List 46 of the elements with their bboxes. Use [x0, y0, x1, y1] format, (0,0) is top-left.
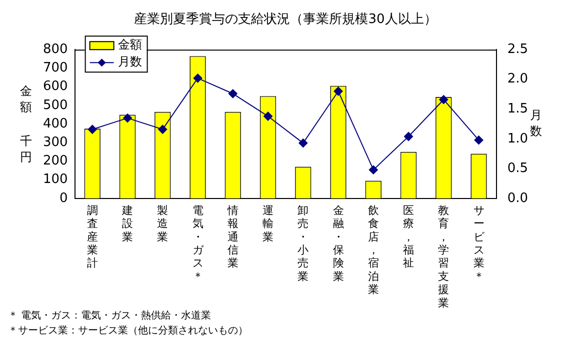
chart-title: 産業別夏季賞与の支給状況（事業所規模30人以上） [134, 11, 437, 28]
x-tick-label: 教育，学習支援業 [438, 204, 450, 310]
point [334, 86, 343, 96]
y2-tick-label: 1.5 [507, 101, 528, 116]
y-tick-label: 300 [42, 134, 68, 150]
point [264, 112, 273, 121]
y-tick-label: 400 [42, 116, 68, 132]
y2-axis-title: 月数 [530, 108, 542, 138]
y2-tick-label: 1.0 [507, 131, 528, 146]
y-tick-label: 100 [42, 172, 68, 188]
text: 金額千円 [20, 84, 32, 164]
text: ＊ 電気・ガス：電気・ガス・熱供給・水道業 [8, 310, 212, 322]
point [228, 89, 238, 98]
x-tick-label: 製造業 [157, 204, 168, 244]
point [368, 165, 378, 174]
y2-tick-label: 2.5 [507, 42, 528, 57]
x-tick-label: 医療，福祉 [403, 204, 414, 270]
point [158, 124, 168, 134]
x-tick-label: 建設業 [121, 204, 133, 244]
legend-label: 月数 [118, 54, 142, 69]
x-tick-label: 金融・保険業 [332, 204, 344, 283]
point [298, 138, 308, 148]
point [439, 95, 448, 104]
x-tick-label: 調査産業計 [86, 204, 98, 270]
x-tick-label: 情報通信業 [226, 204, 238, 270]
y-tick-label: 700 [42, 60, 68, 76]
x-tick-label: 飲食店，宿泊業 [368, 204, 379, 296]
y-tick-label: 600 [42, 79, 68, 94]
y2-tick-label: 0.0 [507, 190, 528, 206]
x-tick-label: 卸売・小売業 [298, 204, 309, 283]
y2-tick-label: 0.5 [507, 161, 528, 176]
x-tick-label: 電気・ガス＊ [192, 204, 204, 283]
y-tick-label: 0 [60, 190, 68, 206]
point [474, 136, 484, 145]
x-tick-label: サービス業＊ [473, 204, 486, 283]
point [404, 132, 414, 141]
x-tick-label: 運輸業 [262, 204, 274, 244]
point [123, 114, 132, 123]
y2-tick-label: 2.0 [507, 72, 528, 87]
text: ＊サービス業：サービス業（他に分類されないもの） [8, 324, 248, 337]
y-tick-label: 800 [42, 42, 68, 57]
point [88, 124, 97, 134]
y-tick-label: 500 [42, 98, 68, 113]
legend-label: 金額 [118, 38, 142, 52]
y-tick-label: 200 [42, 154, 68, 169]
point [193, 74, 202, 83]
